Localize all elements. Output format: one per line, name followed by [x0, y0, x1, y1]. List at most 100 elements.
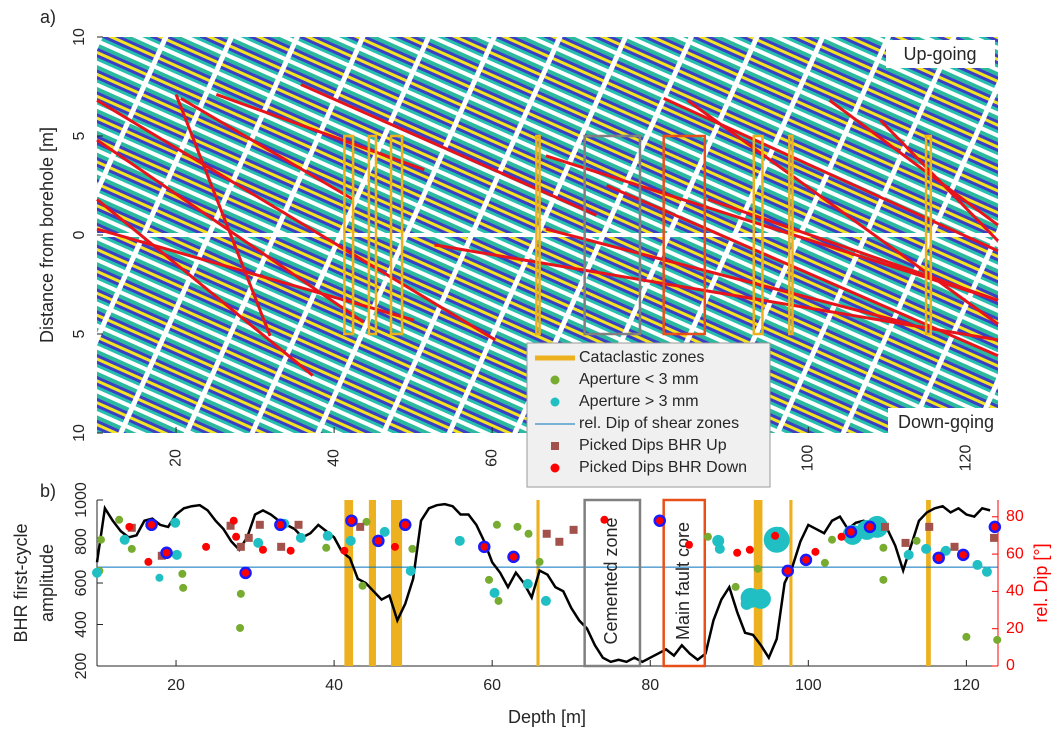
annotation-bg: [886, 40, 995, 68]
y-tick-label: 1000: [73, 482, 90, 518]
point: [714, 543, 725, 554]
point: [494, 596, 503, 605]
x-tick-label: 80: [641, 677, 659, 694]
annotation: Up-going: [903, 44, 976, 64]
point: [236, 623, 245, 632]
y-tick-label: 400: [73, 611, 90, 638]
legend-label: rel. Dip of shear zones: [579, 415, 739, 432]
annotation: Down-going: [898, 412, 994, 432]
point: [345, 535, 356, 546]
reflector: [545, 154, 999, 302]
y-tick-label: 200: [73, 653, 90, 680]
point: [811, 547, 820, 556]
point: [912, 536, 921, 545]
point: [362, 517, 371, 526]
point: [485, 575, 494, 584]
zone-bar: [789, 500, 793, 666]
point: [258, 545, 267, 554]
point: [294, 520, 303, 529]
y2-tick-label: 40: [1006, 583, 1024, 600]
zone-box: [662, 134, 707, 336]
point: [513, 522, 522, 531]
point: [771, 531, 780, 540]
y2-tick-label: 0: [1006, 657, 1015, 674]
point: [115, 515, 124, 524]
point: [229, 516, 238, 525]
point: [653, 514, 666, 527]
point: [542, 529, 551, 538]
x-tick-label: 120: [953, 677, 980, 694]
point: [408, 544, 417, 553]
zone-outline: [535, 134, 541, 336]
zone-outline: [924, 134, 933, 336]
zone-outline: [367, 134, 378, 336]
x-tick-label: 60: [483, 449, 500, 467]
point: [119, 534, 130, 545]
point: [155, 573, 164, 582]
zone-box: [662, 498, 707, 668]
panel-label: a): [40, 7, 56, 27]
point: [828, 535, 837, 544]
legend-label: Picked Dips BHR Down: [579, 459, 747, 476]
reflector: [434, 243, 999, 342]
y-tick-label: 0: [71, 230, 88, 239]
y2-tick-label: 80: [1006, 508, 1024, 525]
zone-bar: [391, 500, 403, 666]
zone-bar: [926, 500, 931, 666]
reflector: [96, 99, 497, 342]
point: [372, 534, 385, 548]
point: [478, 540, 491, 554]
x-tick-label: 20: [167, 677, 185, 694]
point: [837, 532, 846, 541]
x-tick-label: 40: [325, 449, 342, 467]
point: [340, 546, 349, 555]
point: [127, 544, 136, 553]
panel-b: b) Depth [m] BHR first-cycle amplitude r…: [11, 481, 1051, 727]
point: [277, 542, 286, 551]
legend-symbol: [550, 397, 560, 407]
y-tick-label: 10: [71, 28, 88, 46]
point: [569, 525, 578, 534]
point: [956, 548, 970, 562]
legend: Cataclastic zones Aperture < 3 mm Aperture…: [526, 342, 771, 488]
point: [932, 551, 945, 565]
zone-bar: [753, 500, 763, 666]
point: [274, 518, 287, 532]
point: [454, 535, 465, 546]
point: [535, 557, 544, 566]
zone-outline: [343, 134, 355, 336]
point: [522, 578, 533, 589]
point: [232, 532, 241, 541]
panel-a: Up-going Down-going a) Distance from bor…: [37, 7, 1000, 472]
zone-outline: [788, 134, 794, 336]
y-axis-label: Distance from borehole [m]: [37, 127, 57, 343]
point: [925, 522, 934, 531]
panel-label: b): [40, 481, 56, 501]
x-axis-label: Depth [m]: [508, 707, 586, 727]
point: [880, 522, 889, 531]
point: [379, 526, 390, 537]
point: [990, 533, 999, 542]
reflector: [300, 83, 598, 217]
x-tick-label: 100: [800, 445, 817, 472]
annotation-bg: [888, 408, 1000, 436]
point: [993, 635, 1002, 644]
legend-symbol: [550, 375, 560, 385]
point: [295, 532, 306, 543]
legend-symbol: [550, 463, 560, 473]
point: [145, 518, 158, 532]
zone-outline: [389, 134, 404, 336]
reflector: [96, 198, 314, 377]
point: [745, 545, 754, 554]
point: [144, 557, 153, 566]
point: [255, 520, 264, 529]
legend-box: [526, 342, 771, 488]
point: [345, 514, 358, 527]
point: [96, 535, 105, 544]
y2-tick-label: 60: [1006, 545, 1024, 562]
reflector: [707, 197, 999, 302]
point: [731, 582, 740, 591]
zone-label: Main fault core: [673, 522, 693, 640]
y-axis-label: BHR first-cycle: [11, 523, 31, 642]
